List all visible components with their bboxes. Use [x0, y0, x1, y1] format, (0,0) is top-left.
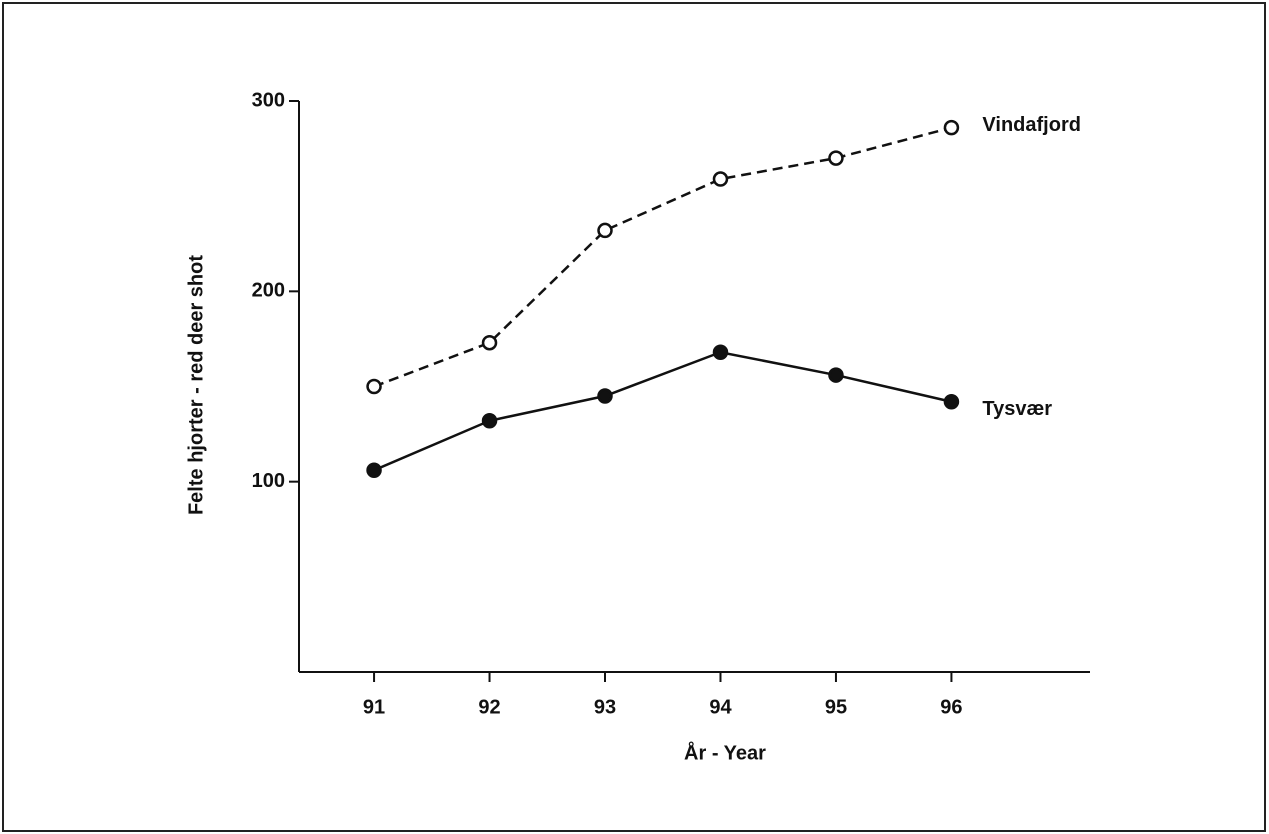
series-line	[373, 350, 952, 472]
point	[712, 171, 729, 187]
series-label: Vindafjord	[982, 114, 1081, 136]
x-tick-label: 91	[363, 696, 385, 718]
point	[828, 150, 844, 166]
y-tick-label: 200	[252, 280, 285, 302]
series-label: Tysvær	[982, 398, 1052, 420]
point	[597, 388, 613, 404]
point	[712, 344, 729, 360]
y-tick-label: 300	[252, 89, 285, 111]
point	[481, 413, 498, 429]
point	[943, 393, 960, 410]
point	[481, 334, 498, 351]
point	[828, 367, 844, 383]
x-tick-label: 95	[825, 696, 847, 718]
x-axis-label: År - Year	[684, 740, 766, 764]
x-tick-label: 92	[478, 696, 500, 718]
point	[366, 378, 382, 395]
point	[366, 462, 382, 478]
x-tick-label: 96	[940, 696, 962, 718]
y-tick-label: 100	[252, 470, 285, 492]
x-tick-label: 93	[594, 696, 616, 718]
x-tick-label: 94	[709, 696, 732, 718]
y-axis-label: Felte hjorter - red deer shot	[185, 255, 207, 515]
series-line	[373, 126, 952, 388]
point	[943, 119, 960, 136]
point	[597, 222, 613, 239]
